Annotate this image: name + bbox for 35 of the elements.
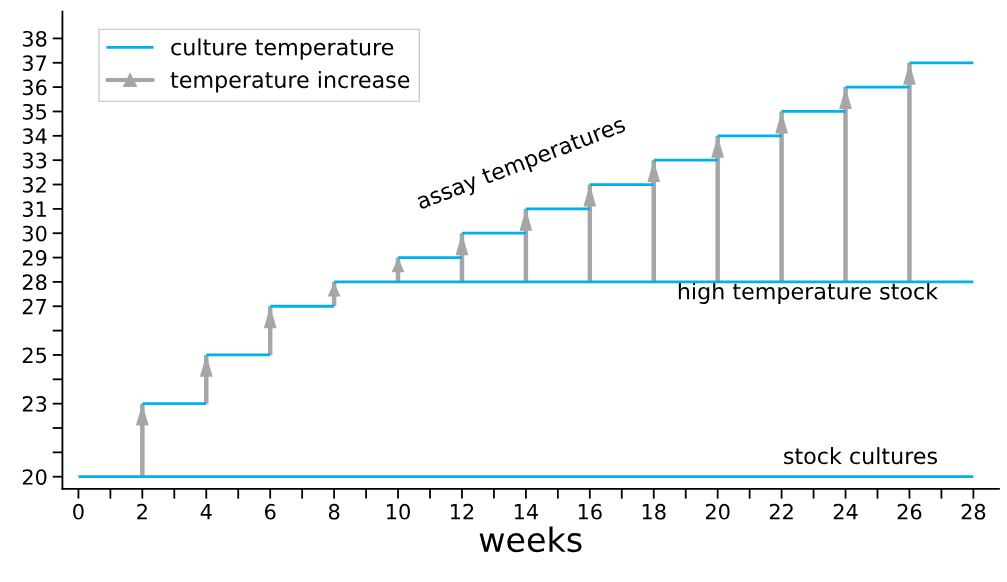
x-tick-label: 24 — [833, 503, 858, 520]
x-tick-label: 20 — [705, 503, 730, 520]
x-tick-label: 2 — [137, 503, 147, 520]
x-tick-label: 26 — [897, 503, 922, 520]
y-tick-label: 25 — [22, 347, 47, 364]
y-tick-label: 31 — [22, 201, 46, 218]
x-tick-label: 16 — [578, 503, 602, 520]
x-tick-label: 6 — [265, 503, 276, 520]
y-tick-label: 27 — [22, 298, 47, 315]
y-tick-label: 20 — [22, 469, 47, 485]
y-tick-label: 28 — [22, 274, 47, 291]
y-tick-label: 35 — [22, 103, 47, 120]
x-tick-label: 0 — [73, 503, 84, 520]
y-tick-label: 30 — [22, 225, 47, 242]
x-tick-label: 18 — [642, 503, 666, 520]
annotation: stock cultures — [784, 447, 937, 465]
x-tick-label: 4 — [200, 504, 212, 520]
legend-label: culture temperature — [171, 38, 394, 60]
legend-label: temperature increase — [170, 70, 410, 93]
y-tick-label: 32 — [22, 176, 46, 193]
y-tick-label: 38 — [22, 30, 47, 47]
x-tick-label: 8 — [328, 503, 340, 520]
x-axis-title: weeks — [479, 526, 582, 553]
x-tick-label: 28 — [961, 503, 986, 520]
y-tick-label: 33 — [22, 152, 47, 169]
y-tick-label: 23 — [22, 396, 47, 412]
y-tick-label: 36 — [22, 79, 47, 96]
y-tick-label: 29 — [22, 250, 47, 266]
x-tick-label: 14 — [514, 504, 538, 520]
x-tick-label: 10 — [387, 503, 410, 520]
x-tick-label: 22 — [769, 503, 793, 520]
y-tick-label: 34 — [22, 128, 47, 145]
annotation: high temperature stock — [678, 282, 939, 304]
y-tick-label: 37 — [22, 55, 47, 71]
x-tick-label: 12 — [451, 503, 474, 520]
